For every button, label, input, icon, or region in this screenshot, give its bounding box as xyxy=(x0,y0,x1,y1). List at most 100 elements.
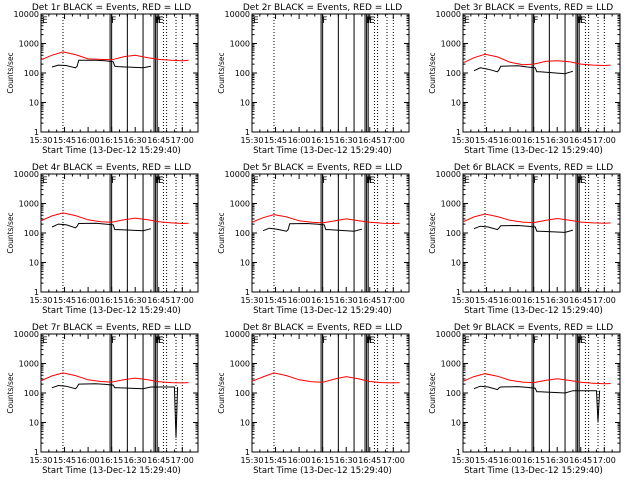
x-axis-label: Start Time (13-Dec-12 15:29:40) xyxy=(253,466,392,476)
x-tick-label: 16:30 xyxy=(124,136,147,145)
marker-flag-label: E xyxy=(464,16,470,26)
marker-flag-label: F xyxy=(368,16,373,26)
x-tick-label: 16:15 xyxy=(100,136,123,145)
y-tick-label: 10000 xyxy=(225,10,250,19)
y-tick-label: 10 xyxy=(29,99,39,108)
marker-flag-label: E xyxy=(464,336,470,346)
panel-9: Det 9r BLACK = Events, RED = LLD 1 10 100 10… xyxy=(428,323,621,476)
y-tick-label: 10000 xyxy=(436,10,461,19)
marker-flag-label: F xyxy=(111,336,116,346)
x-tick-label: 16:30 xyxy=(124,456,147,465)
x-axis-label: Start Time (13-Dec-12 15:29:40) xyxy=(464,466,603,476)
events-series-line xyxy=(473,224,574,233)
y-tick-label: 100 xyxy=(235,389,250,398)
marker-flag-label: E xyxy=(42,16,48,26)
x-tick-label: 16:30 xyxy=(335,296,358,305)
x-tick-label: 15:45 xyxy=(264,136,287,145)
x-tick-label: 15:30 xyxy=(451,456,474,465)
y-tick-label: 1 xyxy=(34,448,39,457)
marker-flag-label: F xyxy=(322,16,327,26)
x-tick-label: 16:45 xyxy=(147,296,170,305)
y-tick-label: 10000 xyxy=(436,330,461,339)
marker-flag-label: F xyxy=(533,176,538,186)
marker-flag-label: F xyxy=(368,176,373,186)
y-tick-label: 1000 xyxy=(441,40,461,49)
panel-title: Det 9r BLACK = Events, RED = LLD xyxy=(454,323,613,333)
x-tick-label: 17:00 xyxy=(382,456,405,465)
x-tick-label: 16:30 xyxy=(546,136,569,145)
panel-8: Det 8r BLACK = Events, RED = LLD 1 10 100 10… xyxy=(217,323,410,476)
y-tick-label: 1 xyxy=(456,288,461,297)
marker-flag-label: E xyxy=(580,336,586,346)
x-tick-label: 15:45 xyxy=(475,296,498,305)
lld-series-line xyxy=(40,372,189,384)
panel-4: Det 4r BLACK = Events, RED = LLD 1 10 100 10… xyxy=(6,163,199,316)
events-series-line xyxy=(473,65,574,75)
marker-flag-label: E xyxy=(42,176,48,186)
x-tick-label: 16:15 xyxy=(522,296,545,305)
x-axis-label: Start Time (13-Dec-12 15:29:40) xyxy=(42,466,181,476)
marker-flag-label: F xyxy=(322,336,327,346)
y-tick-label: 1 xyxy=(245,448,250,457)
y-tick-label: 10 xyxy=(451,419,461,428)
x-axis-label: Start Time (13-Dec-12 15:29:40) xyxy=(464,146,603,156)
panel-title: Det 2r BLACK = Events, RED = LLD xyxy=(243,3,402,13)
plot-frame xyxy=(40,13,199,133)
panel-title: Det 1r BLACK = Events, RED = LLD xyxy=(32,3,191,13)
x-tick-label: 16:00 xyxy=(288,296,311,305)
x-tick-label: 16:00 xyxy=(499,136,522,145)
y-tick-label: 1000 xyxy=(19,200,39,209)
plot-frame xyxy=(462,13,621,133)
x-tick-label: 17:00 xyxy=(593,456,616,465)
y-tick-label: 10 xyxy=(451,99,461,108)
y-tick-label: 10 xyxy=(240,99,250,108)
x-tick-label: 16:45 xyxy=(569,296,592,305)
x-tick-label: 16:45 xyxy=(569,136,592,145)
y-tick-label: 1 xyxy=(456,128,461,137)
x-tick-label: 16:00 xyxy=(499,456,522,465)
x-tick-label: 16:30 xyxy=(546,456,569,465)
y-tick-label: 10 xyxy=(29,419,39,428)
marker-flag-label: F xyxy=(579,16,584,26)
lld-series-line xyxy=(251,214,400,225)
x-tick-label: 16:15 xyxy=(311,136,334,145)
lld-series-line xyxy=(462,373,611,385)
marker-flag-label: E xyxy=(158,176,164,186)
events-series-line xyxy=(51,383,179,438)
x-tick-label: 15:30 xyxy=(29,136,52,145)
marker-flag-label: E xyxy=(253,176,259,186)
panel-1: Det 1r BLACK = Events, RED = LLD 1 10 100 10… xyxy=(6,3,199,156)
x-axis-label: Start Time (13-Dec-12 15:29:40) xyxy=(42,306,181,316)
marker-flag-label: E xyxy=(253,16,259,26)
y-tick-label: 1 xyxy=(34,128,39,137)
lld-series-line xyxy=(462,213,611,224)
panel-title: Det 5r BLACK = Events, RED = LLD xyxy=(243,163,402,173)
x-tick-label: 15:45 xyxy=(53,296,76,305)
y-tick-label: 10000 xyxy=(225,170,250,179)
marker-flag-label: F xyxy=(366,336,371,346)
x-tick-label: 16:30 xyxy=(546,296,569,305)
x-tick-label: 16:15 xyxy=(311,456,334,465)
marker-flag-label: F xyxy=(366,176,371,186)
y-tick-label: 1 xyxy=(245,288,250,297)
y-axis-label: Counts/sec xyxy=(217,52,226,93)
marker-flag-label: E xyxy=(42,336,48,346)
x-tick-label: 15:45 xyxy=(475,136,498,145)
x-tick-label: 16:15 xyxy=(522,456,545,465)
y-tick-label: 1000 xyxy=(19,40,39,49)
panel-6: Det 6r BLACK = Events, RED = LLD 1 10 100 10… xyxy=(428,163,621,316)
y-tick-label: 1000 xyxy=(230,40,250,49)
y-axis-label: Counts/sec xyxy=(6,212,15,253)
marker-flag-label: F xyxy=(579,176,584,186)
y-tick-label: 10000 xyxy=(14,330,39,339)
x-axis-label: Start Time (13-Dec-12 15:29:40) xyxy=(253,146,392,156)
events-series-line xyxy=(262,222,363,232)
panel-2: Det 2r BLACK = Events, RED = LLD 1 10 100 10… xyxy=(217,3,410,156)
marker-flag-label: F xyxy=(533,16,538,26)
y-tick-label: 100 xyxy=(235,229,250,238)
y-axis-label: Counts/sec xyxy=(428,52,437,93)
y-tick-label: 10 xyxy=(29,259,39,268)
x-tick-label: 16:30 xyxy=(335,136,358,145)
marker-flag-label: F xyxy=(322,176,327,186)
